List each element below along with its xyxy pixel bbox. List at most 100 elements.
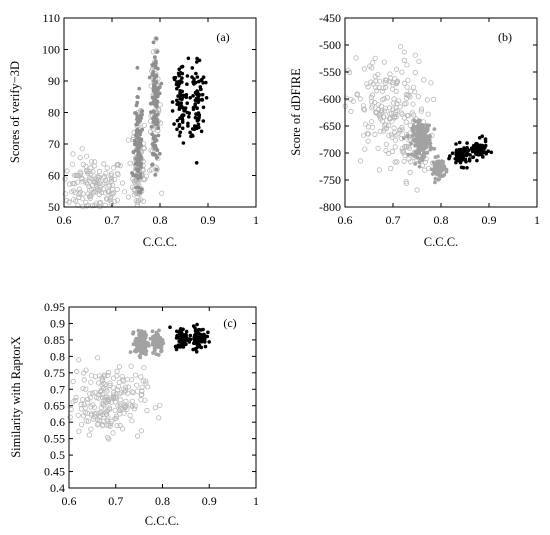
data-point <box>139 351 144 356</box>
data-point <box>175 127 179 132</box>
data-point <box>136 328 141 333</box>
data-point <box>67 414 73 420</box>
data-point <box>88 404 94 410</box>
data-point <box>78 421 85 428</box>
data-point <box>422 150 426 155</box>
data-point <box>139 137 144 142</box>
data-point <box>156 353 161 357</box>
data-point <box>96 392 102 398</box>
data-point <box>179 104 184 108</box>
data-point <box>170 100 175 104</box>
data-point <box>97 199 104 206</box>
data-point <box>135 120 140 125</box>
data-point <box>475 158 479 163</box>
panel-b-points <box>342 44 494 193</box>
data-point <box>204 96 209 100</box>
data-point <box>369 92 376 98</box>
data-point <box>178 329 183 334</box>
data-point <box>195 338 200 342</box>
data-point <box>115 403 121 409</box>
data-point <box>348 108 354 115</box>
data-point <box>416 58 422 64</box>
data-point <box>155 50 160 54</box>
data-point <box>416 140 421 145</box>
data-point <box>141 365 147 371</box>
data-point <box>385 150 392 156</box>
data-point <box>376 112 382 118</box>
data-point <box>134 388 141 394</box>
data-point <box>110 395 116 401</box>
data-point <box>134 185 139 190</box>
data-point <box>103 411 109 417</box>
data-point <box>151 70 156 74</box>
data-point <box>383 148 389 154</box>
data-point <box>79 176 85 182</box>
data-point <box>418 124 423 128</box>
data-point <box>125 137 131 143</box>
data-point <box>192 127 197 131</box>
data-point <box>404 62 410 68</box>
panel-a-xtick-label: 0.9 <box>201 213 216 227</box>
data-point <box>155 94 160 99</box>
data-point <box>153 173 158 177</box>
data-point <box>144 407 150 414</box>
data-point <box>89 390 95 396</box>
data-point <box>425 128 430 133</box>
data-point <box>62 176 68 182</box>
data-point <box>157 91 162 96</box>
data-point <box>112 407 118 413</box>
data-point <box>154 80 159 85</box>
data-point <box>94 421 101 428</box>
data-point <box>117 397 124 403</box>
data-point <box>111 165 117 171</box>
data-point <box>82 405 88 411</box>
data-point <box>79 146 85 152</box>
data-point <box>154 74 159 78</box>
data-point <box>380 114 386 120</box>
panel-b-ytick-label: -500 <box>319 38 341 52</box>
data-point <box>80 196 86 202</box>
data-point <box>422 159 428 165</box>
panel-a-ytick-label: 90 <box>48 74 60 88</box>
panel-a-ytick-label: 50 <box>48 200 60 214</box>
data-point <box>397 44 404 50</box>
data-point <box>153 65 158 69</box>
data-point <box>375 102 381 108</box>
panel-a-points <box>62 36 209 210</box>
data-point <box>113 413 120 419</box>
data-point <box>447 156 451 161</box>
data-point <box>83 199 89 205</box>
data-point <box>110 182 116 188</box>
data-point <box>195 106 199 110</box>
data-point <box>433 180 437 185</box>
data-point <box>86 169 92 175</box>
data-point <box>437 164 442 169</box>
data-point <box>361 66 367 72</box>
data-point <box>88 379 94 385</box>
data-point <box>375 72 381 78</box>
data-point <box>195 75 200 79</box>
data-point <box>187 115 191 119</box>
data-point <box>83 418 89 424</box>
data-point <box>181 334 185 338</box>
data-point <box>365 131 371 137</box>
data-point <box>136 157 140 161</box>
data-point <box>153 113 158 117</box>
data-point <box>343 95 350 101</box>
data-point <box>382 84 389 91</box>
data-point <box>112 199 118 205</box>
data-point <box>91 163 97 169</box>
data-point <box>152 404 158 411</box>
data-point <box>150 162 155 167</box>
data-point <box>172 122 176 126</box>
data-point <box>114 170 121 176</box>
data-point <box>177 134 182 138</box>
data-point <box>391 125 397 131</box>
data-point <box>72 181 78 187</box>
data-point <box>369 124 376 130</box>
data-point <box>392 137 399 143</box>
data-point <box>191 107 196 111</box>
data-point <box>362 121 369 127</box>
data-point <box>418 148 422 153</box>
data-point <box>138 347 143 351</box>
